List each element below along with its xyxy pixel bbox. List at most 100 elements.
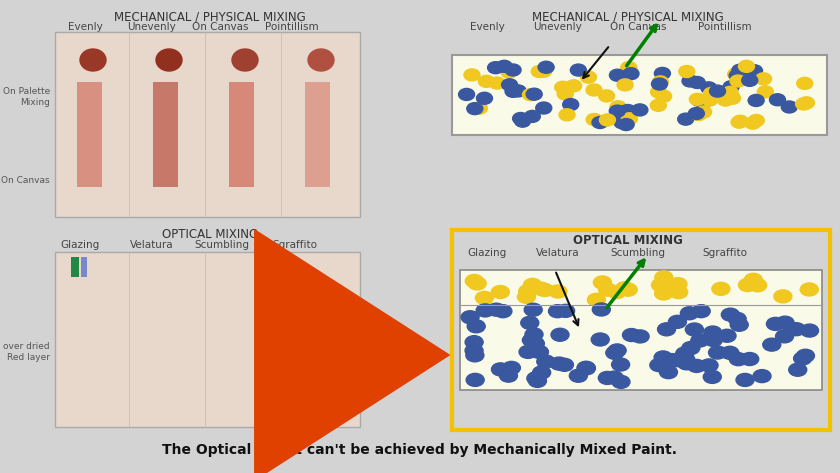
Ellipse shape — [682, 342, 700, 355]
Ellipse shape — [526, 88, 542, 100]
Ellipse shape — [776, 316, 794, 329]
Ellipse shape — [775, 330, 794, 343]
Ellipse shape — [710, 85, 726, 97]
Ellipse shape — [678, 113, 694, 125]
Text: Sgraffito: Sgraffito — [272, 240, 318, 250]
Ellipse shape — [652, 279, 669, 291]
Ellipse shape — [680, 307, 698, 320]
Ellipse shape — [796, 78, 813, 89]
Ellipse shape — [722, 87, 738, 98]
Ellipse shape — [554, 81, 570, 93]
Ellipse shape — [651, 86, 667, 98]
Text: Evenly: Evenly — [470, 22, 504, 32]
Ellipse shape — [682, 75, 698, 87]
Text: Glazing: Glazing — [60, 240, 100, 250]
Ellipse shape — [688, 107, 704, 120]
Bar — [223, 52, 267, 197]
Ellipse shape — [745, 117, 761, 129]
Ellipse shape — [650, 99, 666, 111]
Ellipse shape — [605, 371, 623, 384]
Ellipse shape — [607, 286, 626, 298]
Ellipse shape — [599, 283, 617, 296]
Ellipse shape — [748, 114, 764, 126]
Ellipse shape — [729, 353, 748, 366]
Text: over dried
Red layer: over dried Red layer — [3, 342, 50, 362]
Ellipse shape — [537, 355, 554, 368]
Ellipse shape — [616, 282, 633, 295]
Ellipse shape — [527, 372, 545, 385]
Ellipse shape — [631, 330, 649, 343]
Bar — [285, 253, 357, 426]
Ellipse shape — [700, 359, 718, 372]
Ellipse shape — [500, 369, 517, 382]
Ellipse shape — [532, 282, 549, 295]
Ellipse shape — [608, 344, 626, 357]
Ellipse shape — [738, 61, 754, 72]
Text: On Canvas: On Canvas — [2, 175, 50, 184]
Ellipse shape — [774, 290, 792, 303]
Text: Sgraffito: Sgraffito — [702, 248, 748, 258]
Ellipse shape — [622, 113, 638, 125]
Bar — [147, 52, 191, 197]
Text: Scumbling: Scumbling — [611, 248, 665, 258]
Ellipse shape — [623, 68, 639, 79]
Ellipse shape — [515, 115, 531, 127]
Bar — [133, 33, 205, 216]
Ellipse shape — [669, 315, 686, 328]
Ellipse shape — [466, 373, 484, 386]
Ellipse shape — [580, 71, 596, 83]
Ellipse shape — [491, 363, 510, 376]
Text: Velatura: Velatura — [536, 248, 580, 258]
Bar — [71, 52, 115, 197]
Ellipse shape — [461, 311, 479, 324]
Ellipse shape — [622, 329, 641, 342]
Ellipse shape — [550, 357, 568, 370]
Ellipse shape — [677, 353, 695, 366]
Ellipse shape — [669, 278, 687, 290]
Ellipse shape — [717, 94, 733, 106]
Ellipse shape — [525, 328, 543, 341]
Ellipse shape — [656, 90, 672, 102]
Bar — [305, 253, 321, 426]
Ellipse shape — [696, 106, 711, 118]
Ellipse shape — [747, 65, 763, 77]
Ellipse shape — [593, 276, 612, 289]
Ellipse shape — [592, 116, 608, 129]
Ellipse shape — [536, 283, 554, 297]
Ellipse shape — [794, 352, 811, 365]
Ellipse shape — [664, 354, 681, 367]
Text: The Optical effect can't be achieved by Mechanically Mixed Paint.: The Optical effect can't be achieved by … — [162, 443, 678, 457]
Ellipse shape — [496, 60, 512, 72]
Ellipse shape — [612, 358, 630, 371]
Ellipse shape — [501, 79, 517, 91]
Ellipse shape — [723, 81, 739, 93]
Ellipse shape — [577, 361, 595, 374]
Ellipse shape — [691, 94, 707, 106]
Ellipse shape — [598, 371, 617, 385]
Ellipse shape — [736, 374, 754, 386]
Bar — [153, 253, 169, 426]
Ellipse shape — [690, 334, 709, 347]
Bar — [55, 252, 360, 427]
Text: Glazing: Glazing — [467, 248, 507, 258]
Bar — [209, 253, 281, 426]
Ellipse shape — [727, 68, 743, 80]
Ellipse shape — [610, 101, 626, 113]
Ellipse shape — [742, 74, 758, 87]
Ellipse shape — [570, 64, 586, 76]
Ellipse shape — [731, 116, 747, 128]
Bar — [81, 257, 87, 277]
Ellipse shape — [570, 369, 587, 382]
Text: MECHANICAL / PHYSICAL MIXING: MECHANICAL / PHYSICAL MIXING — [114, 10, 306, 23]
Ellipse shape — [704, 88, 720, 99]
Ellipse shape — [606, 346, 624, 359]
Ellipse shape — [599, 90, 615, 102]
Text: Evenly: Evenly — [68, 22, 102, 32]
Ellipse shape — [755, 73, 772, 85]
Ellipse shape — [701, 82, 717, 94]
Ellipse shape — [501, 66, 517, 78]
Ellipse shape — [789, 363, 806, 376]
Ellipse shape — [577, 362, 596, 375]
Ellipse shape — [801, 324, 818, 337]
Ellipse shape — [718, 329, 736, 342]
